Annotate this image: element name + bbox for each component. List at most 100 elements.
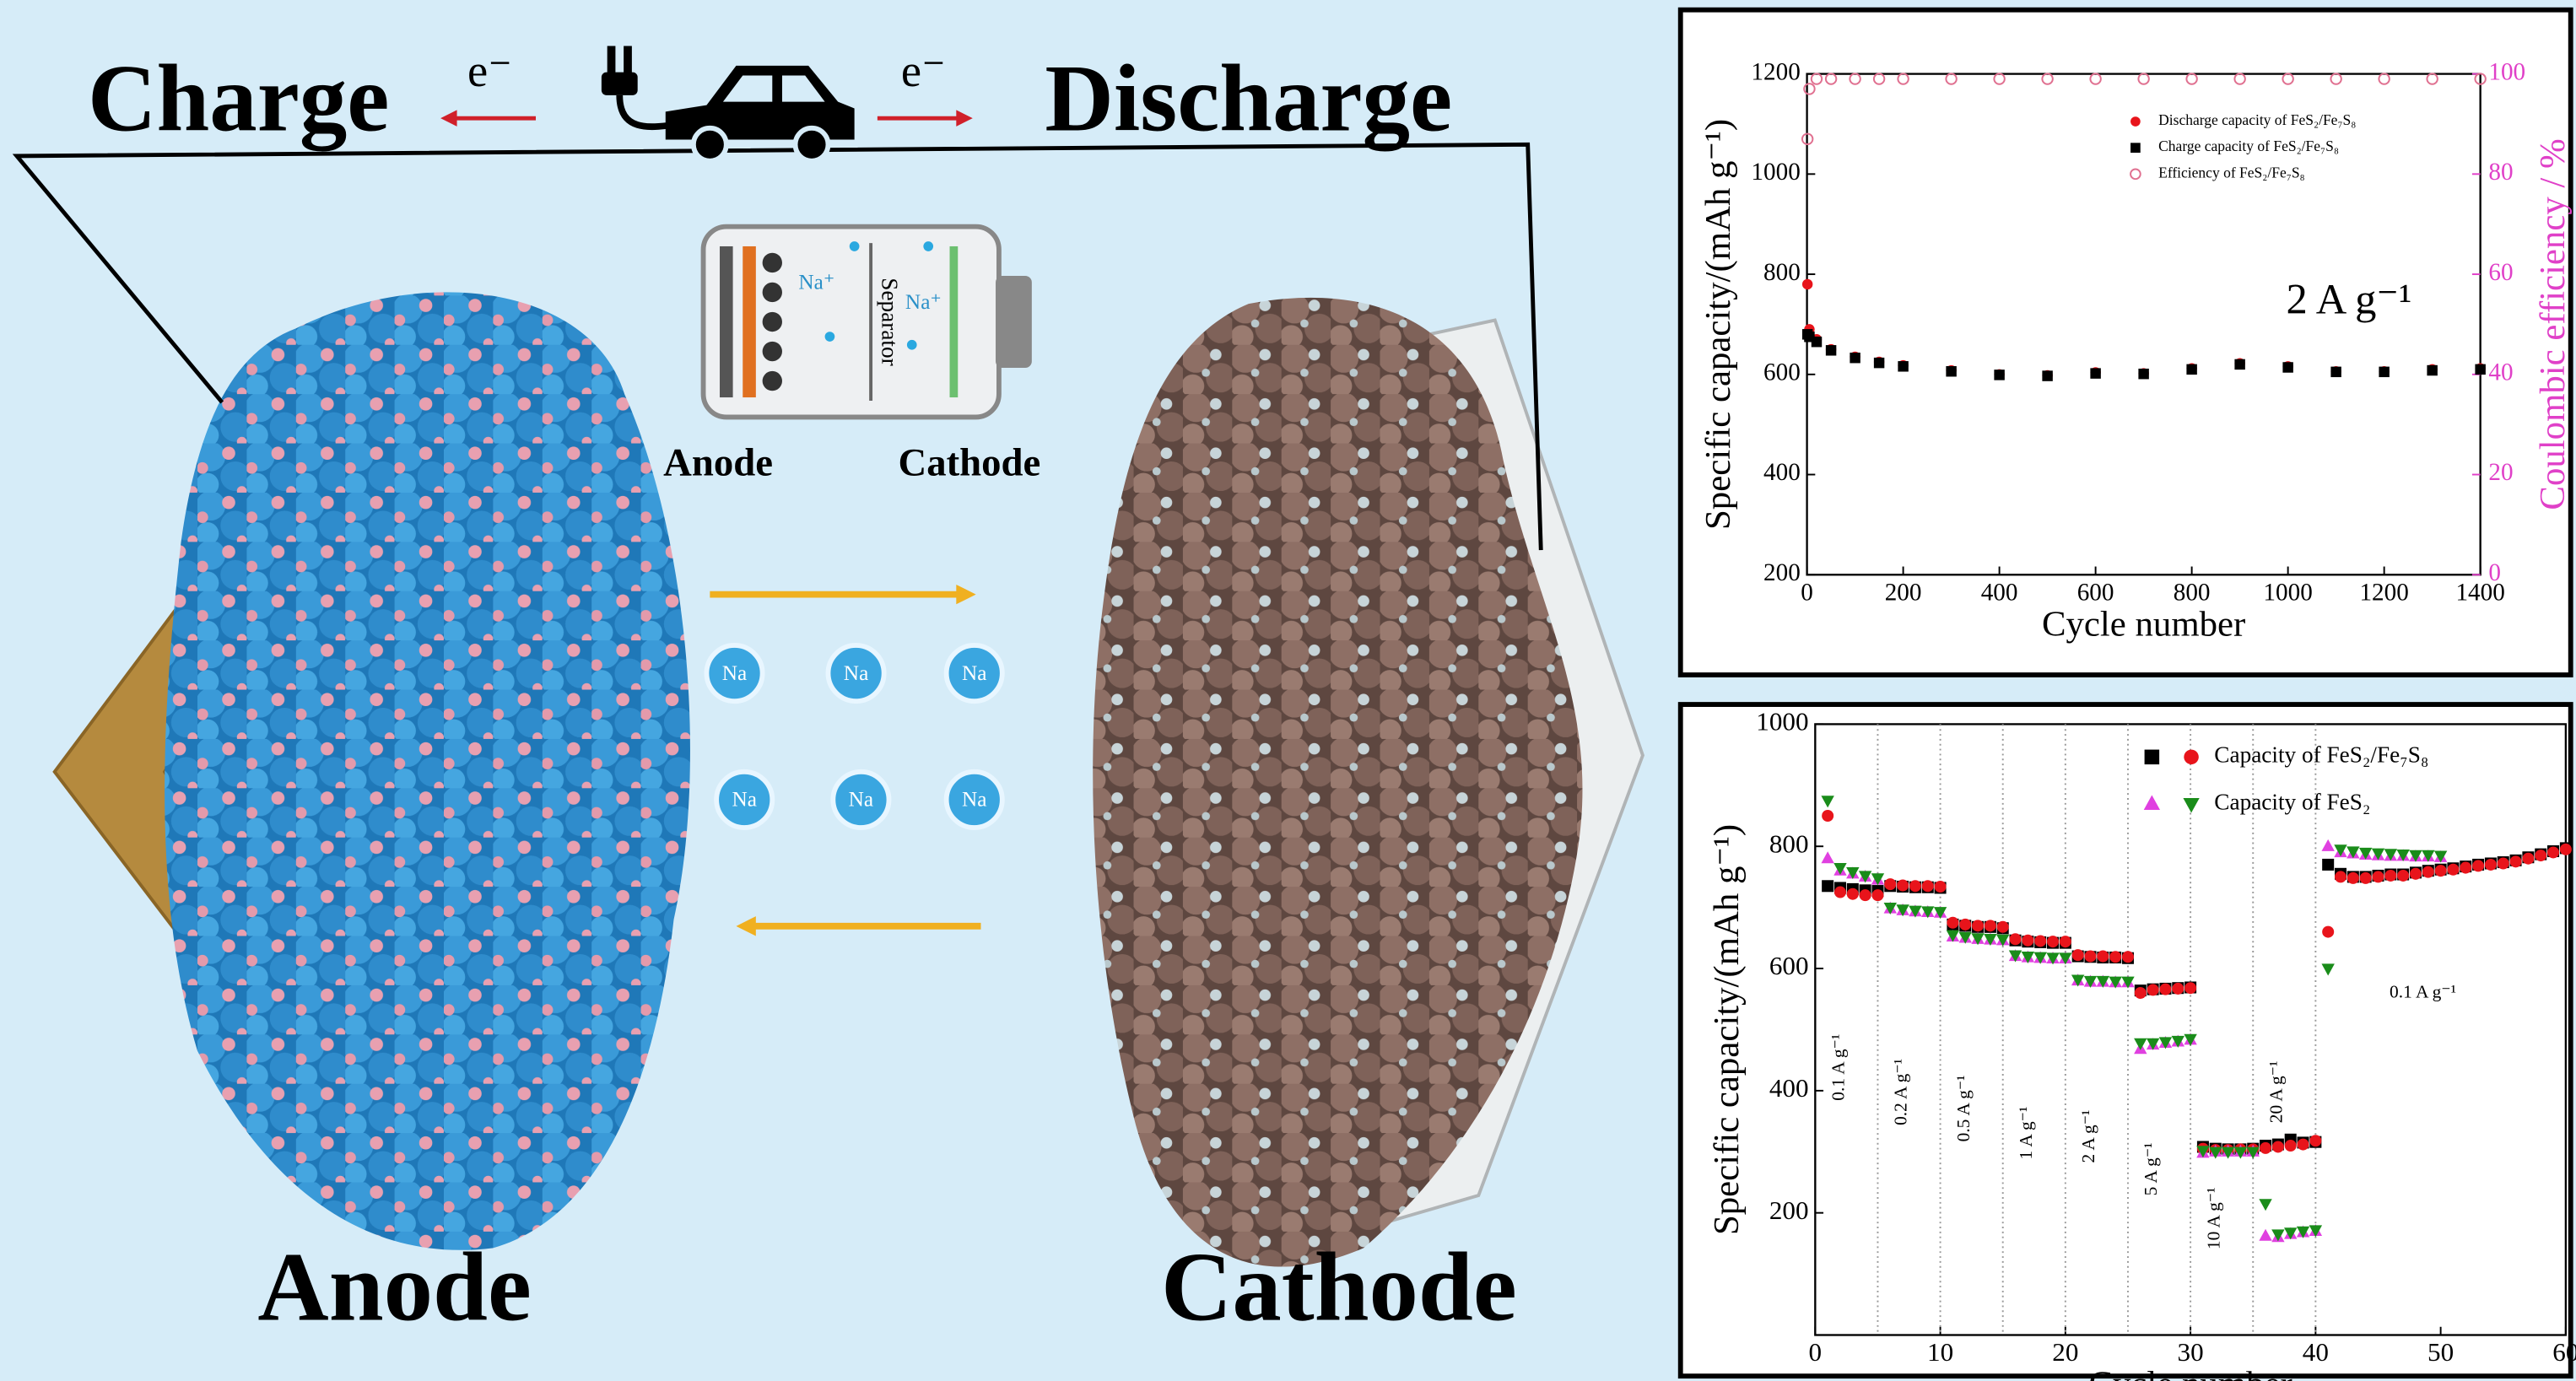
legend-label: Efficiency of FeS₂/Fe₇S₈ bbox=[2158, 164, 2305, 181]
marker bbox=[2475, 364, 2485, 375]
chart-panel bbox=[1681, 704, 2571, 1376]
marker bbox=[2022, 935, 2033, 947]
x-axis-label: Cycle number bbox=[2088, 1365, 2292, 1381]
anode-title: Anode bbox=[257, 1233, 531, 1342]
cathode-title: Cathode bbox=[1161, 1233, 1517, 1342]
rate-label: 0.2 A g⁻¹ bbox=[1891, 1059, 1911, 1125]
x-tick-label: 400 bbox=[1981, 579, 2018, 606]
x-tick-label: 50 bbox=[2427, 1337, 2454, 1367]
marker bbox=[1884, 878, 1896, 890]
marker bbox=[2410, 868, 2422, 880]
y-tick-label: 600 bbox=[1769, 951, 1809, 980]
marker bbox=[1850, 353, 1860, 363]
marker bbox=[2560, 844, 2572, 855]
legend-label: Charge capacity of FeS₂/Fe₇S₈ bbox=[2158, 138, 2339, 154]
marker bbox=[2384, 870, 2396, 882]
x-tick-label: 0 bbox=[1809, 1337, 1823, 1367]
marker bbox=[2060, 936, 2071, 947]
marker bbox=[1847, 888, 1859, 900]
annotation: 0.1 A g⁻¹ bbox=[2390, 982, 2456, 1002]
marker bbox=[2186, 364, 2196, 375]
y-tick-label: 800 bbox=[1769, 828, 1809, 858]
y-tick-label: 1200 bbox=[1751, 58, 1800, 85]
marker bbox=[2260, 1142, 2271, 1154]
x-tick-label: 30 bbox=[2178, 1337, 2204, 1367]
y-tick-label: 200 bbox=[1763, 559, 1801, 586]
marker bbox=[2172, 983, 2184, 995]
y-tick-label: 400 bbox=[1769, 1073, 1809, 1103]
marker bbox=[1860, 889, 1871, 901]
marker bbox=[2145, 750, 2160, 765]
marker bbox=[2309, 1135, 2321, 1146]
marker bbox=[2522, 853, 2534, 865]
ion-label: Na⁺ bbox=[905, 290, 942, 314]
x-tick-label: 10 bbox=[1927, 1337, 1953, 1367]
marker bbox=[2498, 857, 2509, 869]
rate-label: 2 A g⁻¹ bbox=[2078, 1110, 2098, 1163]
marker bbox=[1897, 880, 1909, 892]
marker bbox=[1935, 881, 1947, 893]
marker bbox=[1898, 361, 1908, 371]
marker bbox=[2282, 362, 2292, 372]
marker bbox=[2072, 949, 2084, 961]
marker bbox=[2272, 1141, 2284, 1152]
battery-diagram bbox=[704, 227, 1032, 418]
marker bbox=[2347, 872, 2359, 884]
rate-label: 5 A g⁻¹ bbox=[2141, 1142, 2161, 1195]
graphical-abstract: Charge Discharge e⁻ e⁻ Na⁺ Na⁺ Separator… bbox=[0, 0, 2576, 1381]
marker bbox=[2147, 984, 2159, 995]
marker bbox=[1972, 920, 1984, 931]
marker bbox=[2472, 860, 2484, 871]
marker bbox=[1871, 889, 1883, 901]
x-tick-label: 800 bbox=[2174, 579, 2211, 606]
x-tick-label: 20 bbox=[2052, 1337, 2078, 1367]
x-tick-label: 1000 bbox=[2263, 579, 2312, 606]
marker bbox=[2510, 855, 2522, 867]
marker bbox=[2435, 865, 2447, 877]
marker bbox=[1985, 920, 1996, 931]
marker bbox=[2379, 367, 2389, 377]
rate-label: 0.5 A g⁻¹ bbox=[1953, 1075, 1974, 1141]
marker bbox=[1822, 880, 1833, 892]
y2-tick-label: 100 bbox=[2488, 58, 2525, 85]
marker bbox=[1946, 366, 1956, 376]
marker bbox=[1994, 370, 2004, 380]
marker bbox=[2084, 951, 2096, 963]
rate-label: 0.1 A g⁻¹ bbox=[1828, 1034, 1849, 1101]
marker bbox=[1997, 921, 2009, 933]
marker bbox=[2460, 862, 2471, 874]
marker bbox=[1909, 880, 1921, 892]
marker bbox=[2138, 369, 2148, 379]
x-tick-label: 60 bbox=[2552, 1337, 2576, 1367]
battery-anode-label: Anode bbox=[663, 441, 773, 485]
y2-axis-label: Coulombic efficiency / % bbox=[2533, 138, 2573, 510]
y2-tick-label: 20 bbox=[2488, 459, 2513, 486]
marker bbox=[2184, 750, 2199, 765]
marker bbox=[1826, 345, 1836, 355]
marker bbox=[2010, 933, 2022, 945]
marker bbox=[2547, 846, 2559, 858]
y-tick-label: 1000 bbox=[1756, 707, 1808, 736]
marker bbox=[2122, 951, 2134, 963]
anode-particles bbox=[165, 292, 690, 1249]
marker bbox=[2298, 1139, 2309, 1151]
y-tick-label: 200 bbox=[1769, 1195, 1809, 1225]
marker bbox=[2042, 370, 2052, 380]
marker bbox=[2159, 984, 2171, 995]
marker bbox=[2097, 951, 2109, 963]
marker bbox=[2447, 864, 2459, 876]
electron-label: e⁻ bbox=[901, 45, 946, 96]
marker bbox=[2360, 872, 2372, 884]
marker bbox=[2322, 859, 2334, 871]
marker bbox=[2047, 936, 2059, 947]
charge-label: Charge bbox=[88, 46, 389, 151]
x-tick-label: 1200 bbox=[2359, 579, 2408, 606]
marker bbox=[2135, 987, 2147, 999]
marker bbox=[2234, 359, 2244, 370]
discharge-label: Discharge bbox=[1045, 46, 1452, 151]
marker bbox=[1834, 887, 1846, 898]
marker bbox=[1922, 880, 1934, 892]
y-axis-label: Specific capacity/(mAh g⁻¹) bbox=[1698, 119, 1738, 530]
y2-tick-label: 0 bbox=[2488, 559, 2501, 586]
y2-tick-label: 80 bbox=[2488, 159, 2513, 186]
